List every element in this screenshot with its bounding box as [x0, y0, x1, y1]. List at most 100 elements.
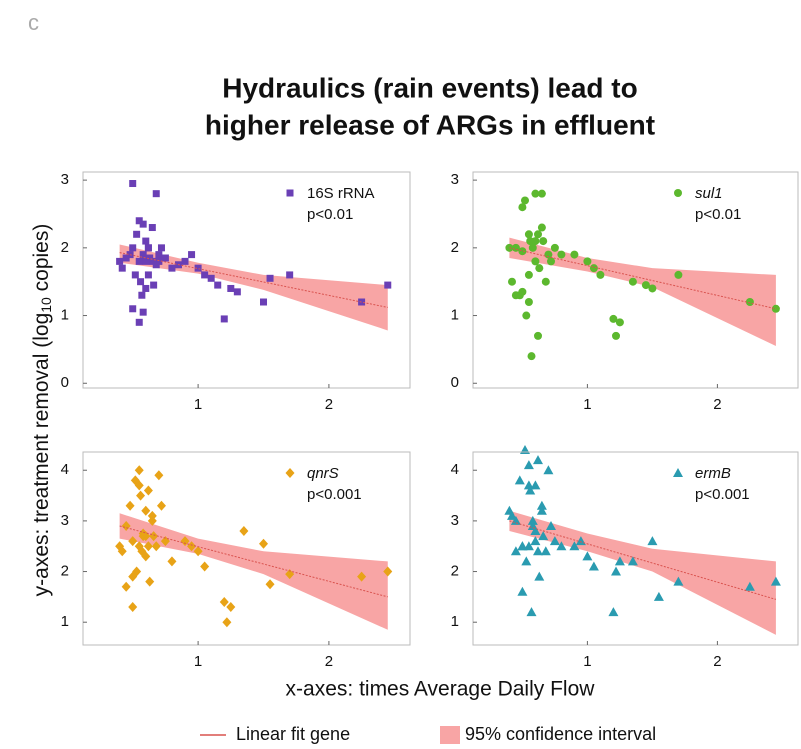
legend-label: 95% confidence interval [465, 724, 656, 744]
point [157, 244, 165, 252]
point [556, 541, 567, 551]
x-tick-label: 1 [194, 396, 202, 413]
point [144, 244, 152, 252]
point [135, 257, 143, 265]
point [168, 264, 176, 272]
point [138, 291, 146, 299]
point [628, 277, 637, 286]
confidence-band [509, 237, 776, 347]
point [193, 546, 203, 557]
point [161, 254, 169, 262]
point [609, 314, 618, 323]
point [226, 602, 236, 613]
x-tick-label: 2 [713, 396, 721, 413]
point [156, 500, 166, 511]
y-label-part: y-axes: treatment removal (log [30, 313, 53, 597]
point [266, 274, 274, 282]
point [596, 270, 605, 279]
point [514, 475, 525, 485]
point [220, 315, 228, 323]
legend-label: Linear fit gene [236, 724, 350, 744]
legend-marker [285, 468, 295, 478]
point [128, 536, 138, 547]
panel: sul1 p<0.01 0 1 2 3 1 2 [451, 171, 799, 413]
point [539, 237, 548, 246]
point [570, 250, 579, 259]
point [744, 581, 755, 591]
point [536, 505, 547, 515]
point [531, 189, 540, 198]
point [154, 470, 164, 481]
x-tick-label: 2 [325, 653, 333, 670]
point [200, 561, 210, 572]
point [520, 444, 530, 454]
point [118, 264, 126, 272]
point [143, 541, 153, 552]
point [526, 607, 537, 617]
point [534, 230, 542, 239]
y-tick-label: 3 [61, 171, 69, 188]
y-tick-label: 2 [61, 239, 69, 256]
point [527, 352, 536, 361]
point [538, 531, 549, 541]
point [549, 536, 560, 546]
legend-label: 16S rRNA [307, 185, 375, 202]
point [138, 528, 148, 539]
point [583, 257, 592, 266]
point [117, 546, 127, 557]
point [608, 607, 619, 617]
point [135, 217, 143, 225]
point [222, 617, 232, 628]
y-tick-label: 4 [61, 461, 69, 478]
point [139, 308, 147, 316]
point [648, 284, 657, 293]
y-label-part: copies) [30, 224, 53, 298]
point [533, 455, 543, 465]
point [167, 556, 177, 567]
point [508, 277, 516, 286]
point [259, 538, 269, 549]
point [527, 515, 538, 525]
point [523, 480, 534, 490]
point [614, 556, 625, 566]
point [357, 571, 367, 582]
point [544, 250, 553, 259]
x-tick-label: 1 [583, 396, 591, 413]
point [537, 189, 546, 198]
point [128, 602, 138, 613]
point [647, 536, 658, 546]
point [518, 203, 527, 212]
point [547, 257, 555, 266]
point [521, 556, 532, 566]
point [507, 510, 517, 520]
point [286, 271, 294, 279]
panel-label: c [28, 10, 39, 35]
point [233, 288, 241, 296]
x-tick-label: 1 [583, 653, 591, 670]
x-tick-label: 1 [194, 653, 202, 670]
legend-marker [673, 468, 683, 477]
point [517, 541, 528, 551]
point [589, 264, 598, 273]
point [188, 251, 196, 259]
x-tick-label: 2 [325, 396, 333, 413]
point [530, 480, 541, 490]
point [285, 569, 295, 580]
panel: 16S rRNA p<0.01 0 1 2 3 1 2 [61, 171, 411, 413]
panel: qnrS p<0.001 1 2 3 4 1 2 [61, 451, 411, 670]
legend-marker [674, 189, 682, 197]
y-tick-label: 3 [451, 512, 459, 529]
point [137, 278, 145, 286]
fit-line [509, 247, 777, 310]
point [139, 251, 147, 259]
point [141, 505, 151, 516]
point [518, 247, 527, 256]
point [518, 287, 527, 296]
point [528, 243, 537, 252]
point [260, 298, 268, 306]
y-tick-label: 1 [451, 613, 459, 630]
point [674, 270, 683, 279]
y-tick-label: 0 [61, 374, 69, 391]
y-axis-label: y-axes: treatment removal (log10 copies) [30, 224, 54, 597]
y-tick-label: 3 [451, 171, 459, 188]
